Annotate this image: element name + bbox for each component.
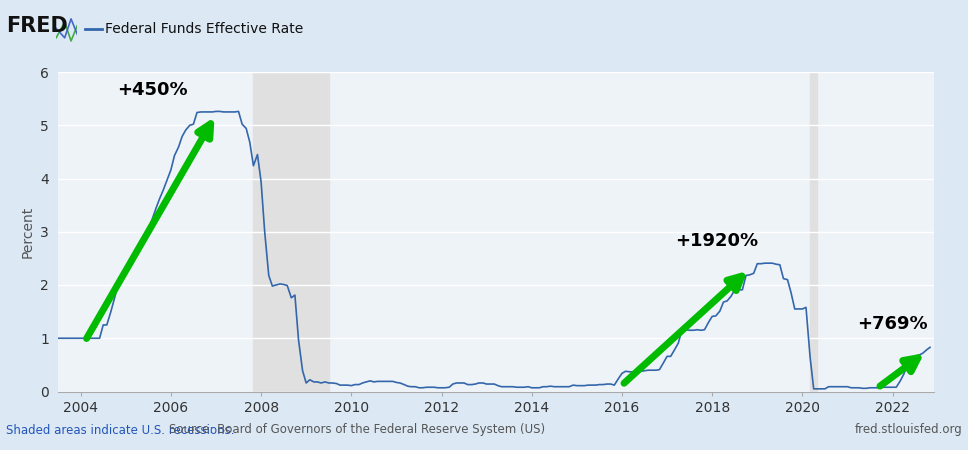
Text: +450%: +450% bbox=[117, 81, 188, 99]
Text: FRED: FRED bbox=[6, 16, 68, 36]
Text: +1920%: +1920% bbox=[675, 232, 758, 250]
Text: Shaded areas indicate U.S. recessions.: Shaded areas indicate U.S. recessions. bbox=[6, 423, 234, 436]
Text: fred.stlouisfed.org: fred.stlouisfed.org bbox=[855, 423, 962, 436]
Text: Federal Funds Effective Rate: Federal Funds Effective Rate bbox=[105, 22, 303, 36]
Bar bbox=[810, 72, 817, 392]
Text: +769%: +769% bbox=[858, 315, 928, 333]
Y-axis label: Percent: Percent bbox=[20, 206, 35, 258]
Text: Source: Board of Governors of the Federal Reserve System (US): Source: Board of Governors of the Federa… bbox=[169, 423, 546, 436]
Bar bbox=[254, 72, 329, 392]
